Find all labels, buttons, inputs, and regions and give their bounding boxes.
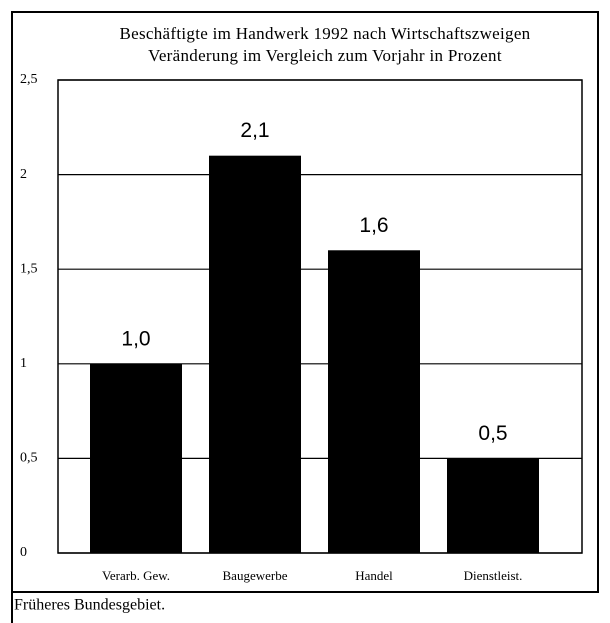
- x-tick-label: Baugewerbe: [223, 568, 288, 583]
- bar: [447, 458, 539, 553]
- x-tick-label: Dienstleist.: [464, 568, 523, 583]
- y-tick-label: 1,5: [20, 261, 38, 276]
- y-tick-label: 1: [20, 356, 27, 371]
- bar: [328, 250, 420, 553]
- y-tick-label: 2: [20, 167, 27, 182]
- chart-subtitle: Veränderung im Vergleich zum Vorjahr in …: [148, 46, 502, 65]
- value-label: 1,6: [359, 214, 388, 237]
- value-label: 1,0: [121, 327, 150, 350]
- bar: [90, 363, 182, 553]
- chart-frame: [11, 11, 599, 593]
- y-tick-label: 2,5: [20, 72, 38, 87]
- y-tick-label: 0,5: [20, 451, 38, 466]
- x-tick-label: Verarb. Gew.: [102, 568, 170, 583]
- footnote: Früheres Bundesgebiet.: [14, 597, 165, 614]
- bar: [209, 155, 301, 553]
- value-label: 0,5: [478, 422, 507, 445]
- x-tick-label: Handel: [355, 568, 393, 583]
- chart-title: Beschäftigte im Handwerk 1992 nach Wirts…: [120, 24, 531, 43]
- value-label: 2,1: [240, 119, 269, 142]
- y-tick-label: 0: [20, 545, 27, 560]
